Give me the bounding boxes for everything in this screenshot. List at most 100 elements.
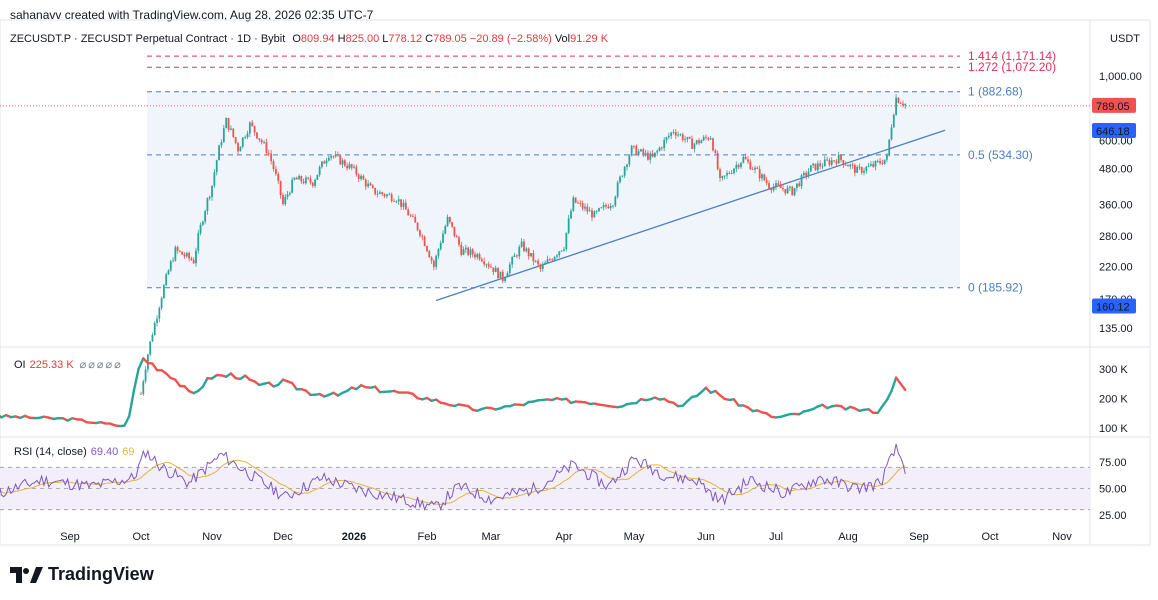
candle-body	[499, 271, 502, 278]
candle-body	[435, 255, 438, 267]
oi-tick-label: 100 K	[1099, 423, 1128, 435]
candle-body	[437, 249, 440, 256]
candle-body	[816, 163, 819, 171]
candle-body	[439, 242, 442, 250]
candle-body	[637, 151, 640, 155]
candle-body	[211, 185, 213, 197]
candle-body	[707, 137, 710, 140]
candle-body	[444, 226, 447, 234]
candle-body	[293, 177, 296, 180]
candle-body	[649, 153, 652, 160]
candle-body	[654, 152, 656, 157]
candle-body	[860, 167, 863, 173]
candle-body	[609, 206, 612, 209]
time-tick-label: May	[624, 531, 645, 543]
candle-body	[511, 257, 514, 265]
candle-body	[325, 160, 328, 164]
candle-body	[471, 249, 474, 255]
candle-body	[532, 253, 535, 262]
candle-body	[397, 199, 400, 202]
candle-body	[640, 149, 642, 152]
candle-body	[197, 233, 200, 251]
candle-body	[602, 205, 605, 208]
candle-body	[667, 135, 670, 138]
candle-body	[309, 178, 312, 183]
candle-body	[823, 159, 826, 167]
candle-body	[364, 179, 367, 187]
oi-segment	[132, 367, 140, 392]
candle-body	[302, 181, 305, 184]
candle-body	[158, 308, 161, 319]
candle-body	[428, 251, 431, 258]
oi-legend: OI 225.33 K ⌀⌀⌀⌀⌀	[14, 358, 123, 371]
price-chart[interactable]: 1.414 (1,171.14)1.272 (1,072.20) 1 (882.6…	[0, 0, 1158, 560]
candle-body	[400, 199, 402, 207]
candle-body	[334, 154, 337, 157]
open-label: O	[292, 33, 301, 45]
candle-body	[672, 132, 675, 133]
candle-body	[551, 259, 554, 261]
price-tick-label: 1,000.00	[1099, 71, 1142, 83]
candle-body	[386, 194, 388, 197]
candle-body	[451, 222, 454, 227]
candle-body	[577, 202, 579, 204]
candle-body	[791, 186, 794, 196]
visibility-icons[interactable]: ⌀⌀⌀⌀⌀	[79, 359, 123, 371]
high-label: H	[337, 33, 346, 45]
candle-body	[763, 174, 766, 181]
close-label: C	[425, 33, 434, 45]
rsi-tick-label: 75.00	[1099, 457, 1127, 469]
candle-body	[506, 273, 509, 278]
oi-segment	[290, 381, 298, 391]
candle-body	[537, 260, 539, 265]
candle-body	[204, 211, 207, 222]
candle-body	[483, 261, 486, 265]
chart-frame	[0, 19, 1151, 546]
candle-body	[414, 216, 417, 223]
rsi-value: 69.40	[90, 446, 119, 458]
candle-body	[448, 216, 451, 223]
candle-body	[426, 246, 428, 252]
candle-body	[586, 206, 589, 212]
candle-body	[553, 256, 556, 261]
candle-body	[350, 164, 353, 168]
candle-body	[442, 233, 444, 243]
candle-body	[670, 132, 673, 136]
candle-body	[539, 264, 542, 269]
candle-body	[789, 186, 791, 188]
candle-body	[518, 246, 521, 257]
rsi-legend: RSI (14, close) 69.40 69	[14, 446, 135, 458]
candle-body	[840, 154, 842, 161]
candle-body	[246, 133, 249, 138]
candle-body	[230, 128, 232, 130]
change-value: −20.89 (−2.58%)	[469, 33, 552, 45]
candle-body	[305, 177, 307, 184]
candle-body	[282, 195, 284, 205]
low-value: 778.12	[388, 33, 423, 45]
candle-body	[241, 137, 244, 147]
candle-body	[558, 251, 561, 256]
price-tick-label: 280.00	[1099, 231, 1133, 243]
oi-tick-label: 300 K	[1099, 364, 1128, 376]
candle-body	[327, 157, 330, 161]
fib-level-label: 1.414 (1,171.14)	[968, 49, 1056, 63]
time-tick-label: Oct	[132, 531, 149, 543]
candle-body	[469, 249, 472, 255]
candle-body	[181, 251, 184, 255]
candle-body	[523, 241, 525, 252]
candle-body	[179, 250, 181, 252]
price-tick-label: 600.00	[1099, 135, 1133, 147]
candle-body	[407, 209, 410, 216]
candle-body	[208, 196, 211, 199]
candle-body	[176, 247, 179, 251]
candle-body	[730, 173, 733, 175]
candle-body	[402, 202, 405, 207]
time-tick-label: Mar	[482, 531, 501, 543]
candle-body	[681, 134, 684, 141]
candle-body	[826, 159, 828, 161]
candle-body	[455, 235, 458, 238]
candle-body	[723, 175, 726, 177]
candle-body	[616, 182, 619, 197]
candle-body	[647, 152, 649, 160]
candle-body	[332, 156, 335, 158]
